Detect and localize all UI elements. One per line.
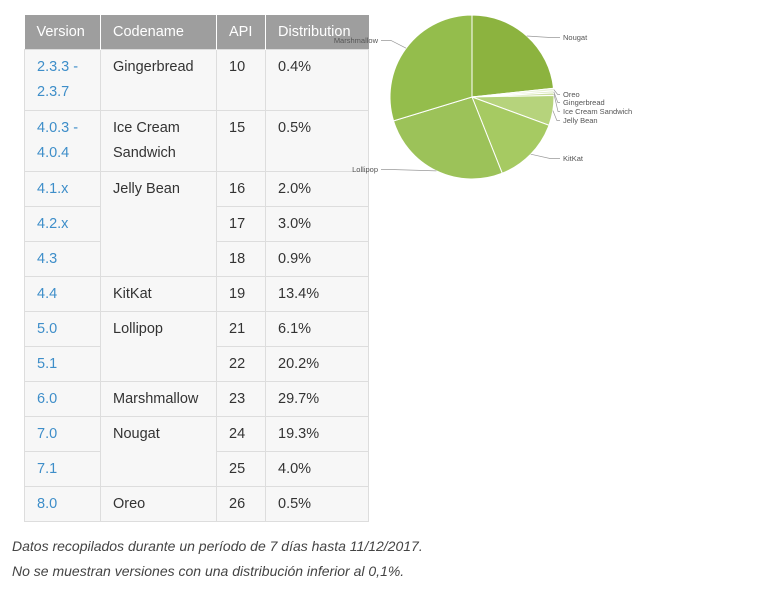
header-distribution: Distribution [265, 15, 369, 50]
pie-leader-line [553, 94, 560, 112]
pie-leader-line [381, 169, 437, 172]
api-cell: 25 [216, 451, 266, 487]
pie-label: Marshmallow [334, 36, 379, 45]
pie-label: Jelly Bean [563, 116, 598, 125]
version-link[interactable]: 2.3.3 - 2.3.7 [24, 49, 101, 111]
api-cell: 24 [216, 416, 266, 452]
header-version: Version [24, 15, 101, 50]
caption-date-range: Datos recopilados durante un período de … [12, 538, 423, 554]
api-cell: 21 [216, 311, 266, 347]
pie-leader-line [553, 89, 560, 95]
codename-cell: Marshmallow [100, 381, 217, 417]
distribution-cell: 3.0% [265, 206, 369, 242]
codename-cell: Oreo [100, 486, 217, 522]
version-link[interactable]: 5.1 [24, 346, 101, 382]
table-row: 2.3.3 - 2.3.7 Gingerbread 10 0.4% [24, 49, 369, 111]
pie-leader-line [381, 40, 407, 49]
pie-label: Gingerbread [563, 98, 605, 107]
table-row: 5.1 22 20.2% [24, 346, 369, 382]
pie-leader-line [530, 153, 560, 159]
version-link[interactable]: 4.1.x [24, 171, 101, 207]
version-link[interactable]: 6.0 [24, 381, 101, 417]
codename-cell: KitKat [100, 276, 217, 312]
api-cell: 16 [216, 171, 266, 207]
table-row: 5.0 Lollipop 21 6.1% [24, 311, 369, 382]
table-row: 6.0 Marshmallow 23 29.7% [24, 381, 369, 417]
table-row: 4.1.x Jelly Bean 16 2.0% [24, 171, 369, 277]
header-api: API [216, 15, 266, 50]
table-row: 7.1 25 4.0% [24, 451, 369, 487]
api-cell: 17 [216, 206, 266, 242]
api-cell: 26 [216, 486, 266, 522]
pie-label: Nougat [563, 33, 588, 42]
codename-cell: Nougat [100, 416, 217, 487]
version-link[interactable]: 4.4 [24, 276, 101, 312]
api-cell: 23 [216, 381, 266, 417]
distribution-cell: 29.7% [265, 381, 369, 417]
pie-label: Oreo [563, 90, 580, 99]
pie-leader-line [552, 110, 560, 121]
version-link[interactable]: 5.0 [24, 311, 101, 347]
table-row: 8.0 Oreo 26 0.5% [24, 486, 369, 522]
api-cell: 19 [216, 276, 266, 312]
api-cell: 10 [216, 49, 266, 111]
pie-slices [389, 14, 555, 180]
pie-label: KitKat [563, 154, 584, 163]
header-codename: Codename [100, 15, 217, 50]
pie-label: Ice Cream Sandwich [563, 107, 632, 116]
api-cell: 15 [216, 110, 266, 172]
codename-cell: Ice Cream Sandwich [100, 110, 217, 172]
api-cell: 22 [216, 346, 266, 382]
distribution-cell: 2.0% [265, 171, 369, 207]
distribution-cell: 0.4% [265, 49, 369, 111]
distribution-cell: 4.0% [265, 451, 369, 487]
table-row: 4.3 18 0.9% [24, 241, 369, 277]
table-row: 7.0 Nougat 24 19.3% [24, 416, 369, 487]
table-row: 4.4 KitKat 19 13.4% [24, 276, 369, 312]
version-link[interactable]: 8.0 [24, 486, 101, 522]
codename-cell: Lollipop [100, 311, 217, 382]
distribution-cell: 0.5% [265, 486, 369, 522]
pie-label: Lollipop [352, 165, 378, 174]
version-link[interactable]: 4.2.x [24, 206, 101, 242]
version-link[interactable]: 4.0.3 - 4.0.4 [24, 110, 101, 172]
table-row: 4.2.x 17 3.0% [24, 206, 369, 242]
distribution-cell: 13.4% [265, 276, 369, 312]
distribution-table: Version Codename API Distribution 2.3.3 … [24, 15, 369, 522]
distribution-cell: 6.1% [265, 311, 369, 347]
pie-leader-line [553, 91, 560, 103]
pie-slice-marshmallow [389, 14, 473, 122]
distribution-cell: 19.3% [265, 416, 369, 452]
version-link[interactable]: 4.3 [24, 241, 101, 277]
codename-cell: Gingerbread [100, 49, 217, 111]
caption-min-threshold: No se muestran versiones con una distrib… [12, 563, 405, 579]
version-link[interactable]: 7.1 [24, 451, 101, 487]
table-header-row: Version Codename API Distribution [24, 15, 369, 50]
version-link[interactable]: 7.0 [24, 416, 101, 452]
codename-cell: Jelly Bean [100, 171, 217, 277]
distribution-cell: 20.2% [265, 346, 369, 382]
api-cell: 18 [216, 241, 266, 277]
pie-leader-line [526, 35, 560, 38]
pie-slice-nougat [471, 14, 555, 98]
distribution-cell: 0.9% [265, 241, 369, 277]
pie-leader-lines [381, 35, 560, 172]
table-row: 4.0.3 - 4.0.4 Ice Cream Sandwich 15 0.5% [24, 110, 369, 172]
